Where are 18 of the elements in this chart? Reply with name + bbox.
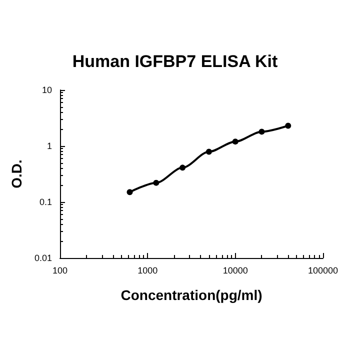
- chart-title: Human IGFBP7 ELISA Kit: [72, 52, 278, 71]
- point: [285, 122, 292, 129]
- y-tick-label: 0.01: [34, 253, 52, 263]
- y-tick-label: 10: [42, 85, 52, 95]
- y-tick-label: 0.1: [39, 197, 52, 207]
- y-tick-label: 1: [46, 141, 52, 151]
- point: [126, 189, 133, 196]
- x-tick-label: 100000: [308, 266, 338, 276]
- x-tick-label: 100: [52, 266, 68, 276]
- point: [180, 164, 186, 171]
- y-axis-title: O.D.: [8, 160, 25, 188]
- x-tick-label: 1000: [138, 266, 158, 276]
- point: [232, 138, 238, 145]
- x-tick-label: 10000: [222, 266, 248, 276]
- x-axis-title: Concentration(pg/ml): [120, 287, 262, 303]
- point: [153, 180, 160, 186]
- point: [206, 148, 212, 155]
- point: [258, 128, 265, 135]
